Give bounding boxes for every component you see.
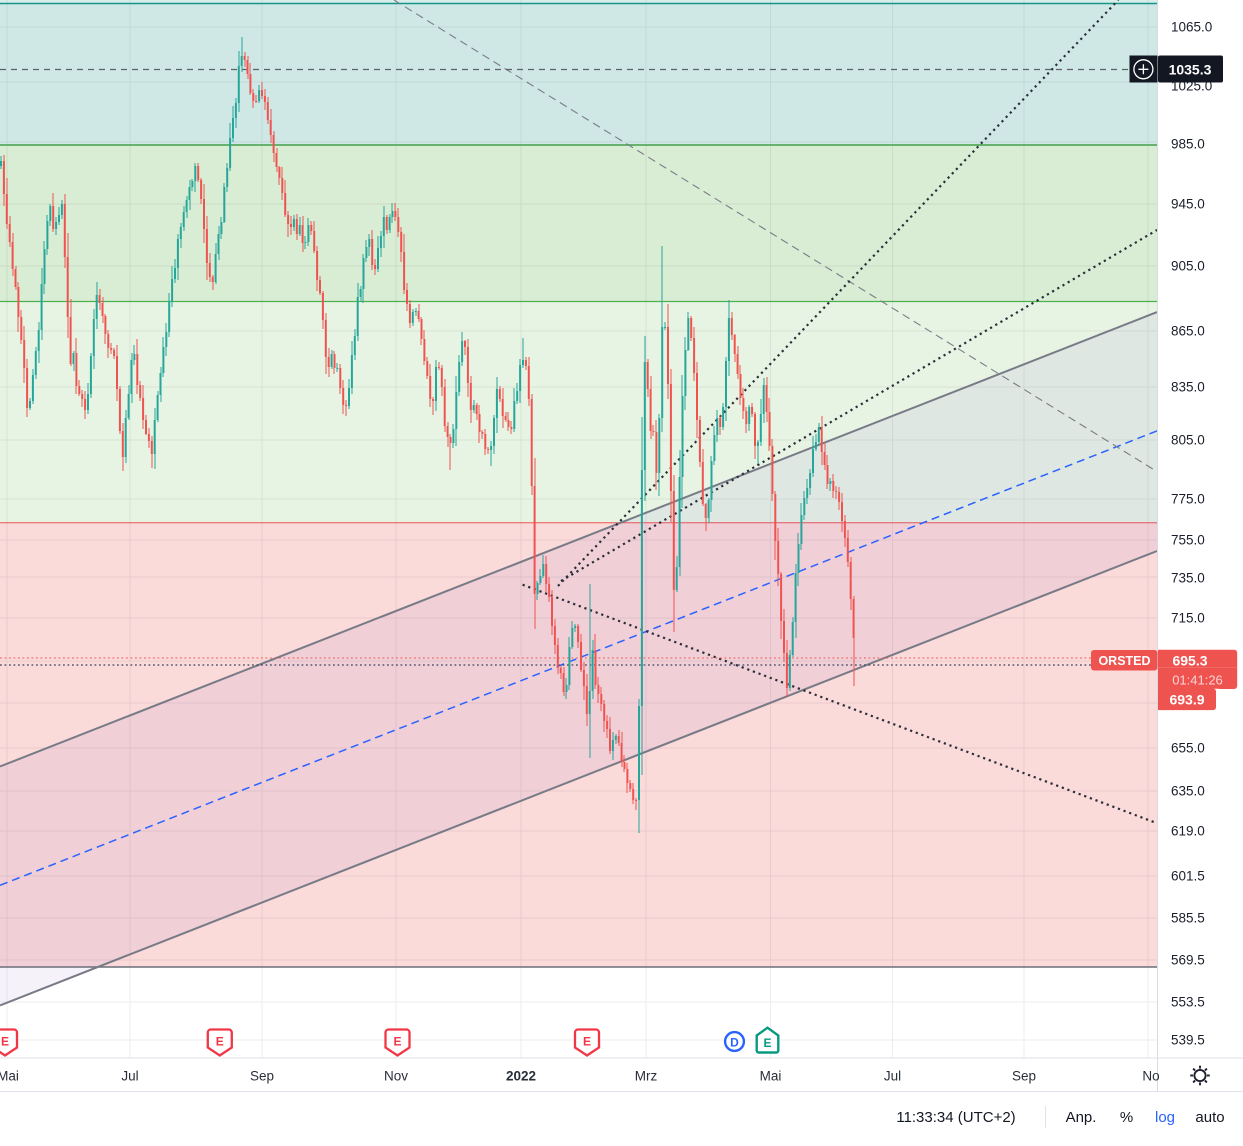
svg-text:601.5: 601.5 — [1171, 869, 1205, 884]
svg-text:Anp.: Anp. — [1066, 1109, 1097, 1126]
svg-text:655.0: 655.0 — [1171, 741, 1205, 756]
svg-text:ORSTED: ORSTED — [1098, 654, 1150, 668]
svg-text:%: % — [1120, 1109, 1133, 1126]
svg-text:775.0: 775.0 — [1171, 492, 1205, 507]
svg-text:2022: 2022 — [506, 1069, 536, 1084]
svg-text:635.0: 635.0 — [1171, 784, 1205, 799]
svg-text:D: D — [730, 1036, 739, 1050]
svg-text:E: E — [216, 1035, 224, 1049]
svg-text:E: E — [763, 1036, 771, 1050]
svg-text:985.0: 985.0 — [1171, 137, 1205, 152]
svg-text:Sep: Sep — [250, 1069, 274, 1084]
svg-text:Mai: Mai — [760, 1069, 782, 1084]
svg-text:693.9: 693.9 — [1169, 691, 1204, 707]
svg-text:E: E — [393, 1035, 401, 1049]
svg-text:No: No — [1142, 1069, 1159, 1084]
svg-text:E: E — [583, 1035, 591, 1049]
svg-text:1065.0: 1065.0 — [1171, 20, 1212, 35]
svg-text:Nov: Nov — [384, 1069, 408, 1084]
svg-text:715.0: 715.0 — [1171, 611, 1205, 626]
svg-text:569.5: 569.5 — [1171, 953, 1205, 968]
svg-text:585.5: 585.5 — [1171, 911, 1205, 926]
svg-text:735.0: 735.0 — [1171, 571, 1205, 586]
svg-text:755.0: 755.0 — [1171, 533, 1205, 548]
svg-text:835.0: 835.0 — [1171, 380, 1205, 395]
svg-text:11:33:34 (UTC+2): 11:33:34 (UTC+2) — [896, 1109, 1015, 1126]
svg-text:Jul: Jul — [121, 1069, 138, 1084]
svg-text:auto: auto — [1195, 1109, 1224, 1126]
svg-text:553.5: 553.5 — [1171, 995, 1205, 1010]
svg-text:905.0: 905.0 — [1171, 259, 1205, 274]
svg-text:619.0: 619.0 — [1171, 824, 1205, 839]
svg-text:E: E — [1, 1035, 9, 1049]
svg-text:865.0: 865.0 — [1171, 324, 1205, 339]
svg-text:695.3: 695.3 — [1172, 653, 1207, 669]
svg-text:Jul: Jul — [884, 1069, 901, 1084]
svg-text:Mrz: Mrz — [635, 1069, 658, 1084]
svg-text:01:41:26: 01:41:26 — [1172, 672, 1223, 687]
svg-text:Mai: Mai — [0, 1069, 19, 1084]
svg-text:log: log — [1155, 1109, 1175, 1126]
svg-text:Sep: Sep — [1012, 1069, 1036, 1084]
svg-text:945.0: 945.0 — [1171, 197, 1205, 212]
svg-text:805.0: 805.0 — [1171, 433, 1205, 448]
svg-text:1035.3: 1035.3 — [1169, 62, 1212, 78]
svg-text:539.5: 539.5 — [1171, 1033, 1205, 1048]
